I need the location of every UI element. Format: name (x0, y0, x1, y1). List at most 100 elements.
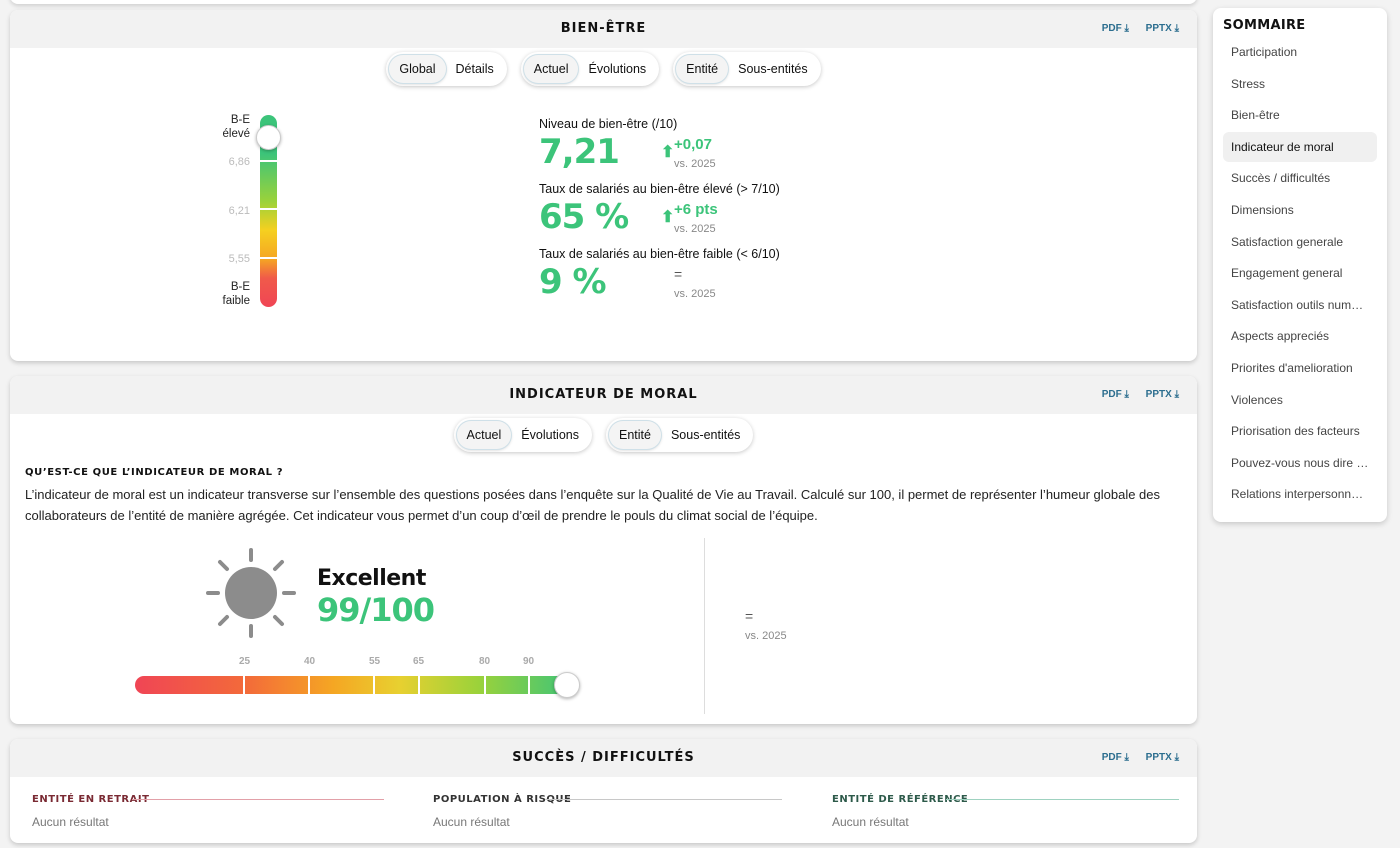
gauge-cursor[interactable] (256, 125, 281, 150)
toggle-evolutions[interactable]: Évolutions (521, 428, 579, 442)
toggle-actuel[interactable]: Actuel (456, 421, 512, 449)
column-title-entite-reference: ENTITÉ DE RÉFÉRENCE (832, 794, 969, 805)
actuel-evolutions-toggle: Actuel Évolutions (453, 418, 592, 452)
gauge-bottom-label: B-E faible (210, 280, 251, 308)
bien-etre-exports: PDF ⤓ PPTX ⤓ (1088, 10, 1179, 48)
column-line (946, 799, 1179, 800)
sidebar-item-violences[interactable]: Violences (1231, 392, 1283, 407)
moral-card: INDICATEUR DE MORAL PDF ⤓ PPTX ⤓ Actuel … (10, 376, 1197, 724)
sidebar-item-priorites-amelioration[interactable]: Priorites d'amelioration (1231, 360, 1353, 375)
sidebar-item-priorisation-facteurs[interactable]: Priorisation des facteurs (1231, 424, 1360, 439)
kpi-label: Niveau de bien-être (/10) (539, 117, 678, 131)
sidebar-item-participation[interactable]: Participation (1231, 45, 1298, 59)
bien-etre-title: BIEN-ÊTRE (560, 21, 647, 36)
toggle-entite[interactable]: Entité (608, 421, 661, 449)
bien-etre-header: BIEN-ÊTRE PDF ⤓ PPTX ⤓ (10, 10, 1197, 48)
kpi-value: 7,21 (539, 132, 620, 172)
kpi-equal: = (674, 266, 683, 282)
kpi-value: 9 % (539, 262, 607, 302)
gauge-tick-low: 5,55 (228, 253, 250, 265)
column-line (545, 799, 782, 800)
sidebar-item-aspects-apprecies[interactable]: Aspects appreciés (1231, 329, 1330, 344)
kpi-vs: vs. 2025 (674, 158, 716, 170)
moral-score: 99/100 (317, 591, 435, 629)
pdf-export-button[interactable]: PDF ⤓ (1101, 389, 1129, 400)
sun-icon (206, 548, 296, 638)
pptx-export-button[interactable]: PPTX ⤓ (1145, 389, 1179, 400)
sidebar-item-satisfaction-outils[interactable]: Satisfaction outils numeriques (1231, 297, 1377, 312)
sidebar-item-indicateur-moral[interactable]: Indicateur de moral (1223, 131, 1377, 162)
column-title-population-risque: POPULATION À RISQUE (433, 794, 572, 805)
moral-comparison: = (745, 608, 754, 624)
sidebar-item-satisfaction-generale[interactable]: Satisfaction generale (1231, 234, 1344, 249)
toggle-details[interactable]: Détails (455, 62, 494, 76)
succes-header: SUCCÈS / DIFFICULTÉS PDF ⤓ PPTX ⤓ (10, 739, 1197, 777)
scale-tick: 90 (523, 656, 535, 667)
pdf-export-button[interactable]: PDF ⤓ (1101, 23, 1129, 34)
scale-tick: 25 (239, 656, 251, 667)
scale-tick: 55 (369, 656, 381, 667)
scale-divider (418, 676, 420, 694)
moral-scale-cursor[interactable] (554, 672, 580, 698)
kpi-delta: +0,07 (674, 136, 712, 153)
scale-divider (528, 676, 530, 694)
column-empty: Aucun résultat (32, 815, 109, 829)
toggle-global[interactable]: Global (389, 55, 446, 83)
moral-comparison-vs: vs. 2025 (745, 630, 787, 642)
kpi-label: Taux de salariés au bien-être faible (< … (539, 247, 780, 261)
entite-sousentites-toggle: Entité Sous-entités (673, 52, 821, 86)
global-details-toggle: Global Détails (386, 52, 507, 86)
column-empty: Aucun résultat (832, 815, 909, 829)
sidebar-item-dimensions[interactable]: Dimensions (1231, 202, 1294, 217)
arrow-up-icon: ⬆ (661, 209, 675, 226)
moral-scale-bar (135, 676, 575, 694)
toggle-actuel[interactable]: Actuel (523, 55, 579, 83)
pdf-export-button[interactable]: PDF ⤓ (1101, 752, 1129, 763)
moral-title: INDICATEUR DE MORAL (509, 387, 698, 402)
gauge-bottom-label-1: B-E (230, 281, 250, 293)
gauge-divider (260, 208, 277, 210)
toggle-entite[interactable]: Entité (676, 55, 729, 83)
moral-header: INDICATEUR DE MORAL PDF ⤓ PPTX ⤓ (10, 376, 1197, 414)
wellbeing-gauge-bar (260, 115, 277, 307)
kpi-delta: +6 pts (674, 201, 718, 218)
scale-divider (484, 676, 486, 694)
pptx-export-button[interactable]: PPTX ⤓ (1145, 23, 1179, 34)
sidebar-item-stress[interactable]: Stress (1231, 76, 1266, 91)
pptx-export-button[interactable]: PPTX ⤓ (1145, 752, 1179, 763)
scale-divider (373, 676, 375, 694)
entite-sousentites-toggle: Entité Sous-entités (605, 418, 754, 452)
scale-divider (308, 676, 310, 694)
scale-tick: 65 (413, 656, 425, 667)
summary-sidebar: SOMMAIRE Participation Stress Bien-être … (1213, 8, 1387, 522)
toggle-sous-entites[interactable]: Sous-entités (670, 428, 741, 442)
toggle-sous-entites[interactable]: Sous-entités (738, 62, 808, 76)
moral-question: QU’EST-CE QUE L’INDICATEUR DE MORAL ? (25, 467, 284, 478)
scale-tick: 40 (304, 656, 316, 667)
sidebar-item-engagement-general[interactable]: Engagement general (1231, 266, 1343, 281)
sidebar-title: SOMMAIRE (1223, 18, 1306, 33)
sidebar-item-pouvez-vous[interactable]: Pouvez-vous nous dire ce qui (1231, 455, 1377, 470)
actuel-evolutions-toggle: Actuel Évolutions (520, 52, 660, 86)
sidebar-item-bien-etre[interactable]: Bien-être (1231, 108, 1280, 123)
kpi-label: Taux de salariés au bien-être élevé (> 7… (539, 182, 780, 196)
gauge-top-label-1: B-E (230, 114, 250, 126)
toggle-evolutions[interactable]: Évolutions (588, 62, 647, 76)
gauge-bottom-label-2: faible (222, 295, 251, 307)
scale-divider (243, 676, 245, 694)
bien-etre-card: BIEN-ÊTRE PDF ⤓ PPTX ⤓ Global Détails Ac… (10, 10, 1197, 361)
column-title-entite-retrait: ENTITÉ EN RETRAIT (32, 794, 150, 805)
bien-etre-toggles: Global Détails Actuel Évolutions Entité … (10, 52, 1197, 86)
gauge-top-label-2: élevé (222, 128, 251, 140)
gauge-tick-high: 6,86 (228, 156, 250, 168)
gauge-divider (260, 160, 277, 162)
sidebar-item-relations[interactable]: Relations interpersonnelles (1231, 487, 1376, 502)
gauge-top-label: B-E élevé (210, 113, 251, 141)
kpi-vs: vs. 2025 (674, 223, 716, 235)
sidebar-item-succes-difficultes[interactable]: Succès / difficultés (1231, 171, 1331, 186)
previous-card-edge (10, 0, 1197, 4)
succes-card: SUCCÈS / DIFFICULTÉS PDF ⤓ PPTX ⤓ ENTITÉ… (10, 739, 1197, 843)
kpi-value: 65 % (539, 197, 629, 237)
column-line (132, 799, 384, 800)
kpi-vs: vs. 2025 (674, 288, 716, 300)
